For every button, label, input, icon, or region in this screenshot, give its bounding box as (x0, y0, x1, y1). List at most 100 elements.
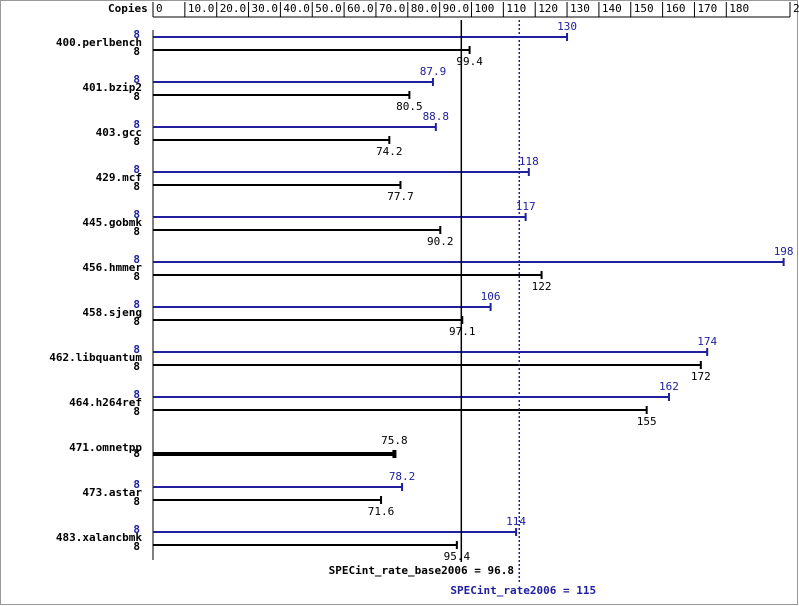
category-label: 464.h264ref (69, 396, 142, 409)
category-label: 483.xalancbmk (56, 531, 142, 544)
value-label: 174 (697, 335, 717, 348)
value-label: 97.1 (449, 325, 476, 338)
copies-label: 8 (133, 360, 140, 373)
bar (153, 123, 437, 131)
bar (153, 78, 434, 86)
x-tick-label: 120 (538, 2, 558, 15)
bar (153, 46, 471, 54)
x-tick-label: 70.0 (379, 2, 406, 15)
value-label: 95.4 (444, 550, 471, 563)
value-label: 77.7 (387, 190, 414, 203)
value-label: 198 (774, 245, 794, 258)
value-label: 80.5 (396, 100, 423, 113)
bar (153, 496, 383, 504)
x-tick-label: 130 (570, 2, 590, 15)
value-label: 71.6 (368, 505, 395, 518)
x-tick-label: 200 (793, 2, 799, 15)
copies-label: 8 (133, 495, 140, 508)
x-tick-label: 140 (602, 2, 622, 15)
copies-label: 8 (133, 225, 140, 238)
value-label: 155 (637, 415, 657, 428)
x-tick-label: 10.0 (188, 2, 215, 15)
x-tick-label: 90.0 (443, 2, 470, 15)
copies-label: 8 (133, 270, 140, 283)
x-tick-label: 160 (666, 2, 686, 15)
bar (153, 168, 530, 176)
copies-label: 8 (133, 45, 140, 58)
bar (153, 348, 709, 356)
bar (153, 258, 785, 266)
copies-label: 8 (133, 315, 140, 328)
bar (153, 226, 442, 234)
x-tick-label: 0 (156, 2, 163, 15)
bar (153, 33, 569, 41)
value-label: 75.8 (381, 434, 408, 447)
bar (153, 271, 543, 279)
value-label: 74.2 (376, 145, 403, 158)
copies-label: 8 (133, 388, 140, 401)
x-tick-label: 110 (506, 2, 526, 15)
bar (153, 316, 464, 324)
value-label: 78.2 (389, 470, 416, 483)
x-tick-label: 100 (475, 2, 495, 15)
bar (153, 393, 670, 401)
value-label: 106 (481, 290, 501, 303)
x-tick-label: 150 (634, 2, 654, 15)
copies-label: 8 (133, 298, 140, 311)
value-label: 99.4 (456, 55, 483, 68)
bar (153, 450, 397, 458)
x-tick-label: 170 (697, 2, 717, 15)
x-axis-label: Copies (108, 2, 148, 15)
bar (153, 303, 492, 311)
copies-label: 8 (133, 523, 140, 536)
copies-label: 8 (133, 90, 140, 103)
value-label: 122 (532, 280, 552, 293)
category-label: 462.libquantum (49, 351, 142, 364)
bar (153, 541, 458, 549)
bar (153, 528, 518, 536)
value-label: 87.9 (420, 65, 447, 78)
value-label: 117 (516, 200, 536, 213)
x-tick-label: 50.0 (315, 2, 342, 15)
x-tick-label: 40.0 (283, 2, 310, 15)
category-label: 471.omnetpp (69, 441, 142, 454)
value-label: 118 (519, 155, 539, 168)
category-label: 401.bzip2 (82, 81, 142, 94)
reference-label: SPECint_rate_base2006 = 96.8 (329, 564, 514, 577)
category-label: 400.perlbench (56, 36, 142, 49)
category-label: 456.hmmer (82, 261, 142, 274)
copies-label: 8 (133, 208, 140, 221)
value-label: 162 (659, 380, 679, 393)
copies-label: 8 (133, 73, 140, 86)
value-label: 90.2 (427, 235, 454, 248)
value-label: 114 (506, 515, 526, 528)
category-label: 473.astar (82, 486, 142, 499)
copies-label: 8 (133, 180, 140, 193)
copies-label: 8 (133, 478, 140, 491)
reference-label: SPECint_rate2006 = 115 (450, 584, 596, 597)
value-label: 88.8 (423, 110, 450, 123)
x-tick-label: 80.0 (411, 2, 438, 15)
copies-label: 8 (133, 343, 140, 356)
copies-label: 8 (133, 28, 140, 41)
bar (153, 181, 402, 189)
value-label: 172 (691, 370, 711, 383)
category-label: 445.gobmk (82, 216, 142, 229)
copies-label: 8 (133, 405, 140, 418)
x-tick-label: 20.0 (220, 2, 247, 15)
copies-label: 8 (133, 447, 140, 460)
copies-label: 8 (133, 135, 140, 148)
bar (153, 213, 527, 221)
bar (153, 136, 391, 144)
x-tick-label: 30.0 (252, 2, 278, 15)
x-tick-label: 180 (729, 2, 749, 15)
value-label: 130 (557, 20, 577, 33)
copies-label: 8 (133, 163, 140, 176)
bar (153, 483, 404, 491)
copies-label: 8 (133, 253, 140, 266)
copies-label: 8 (133, 118, 140, 131)
category-label: 458.sjeng (82, 306, 142, 319)
x-tick-label: 60.0 (347, 2, 374, 15)
